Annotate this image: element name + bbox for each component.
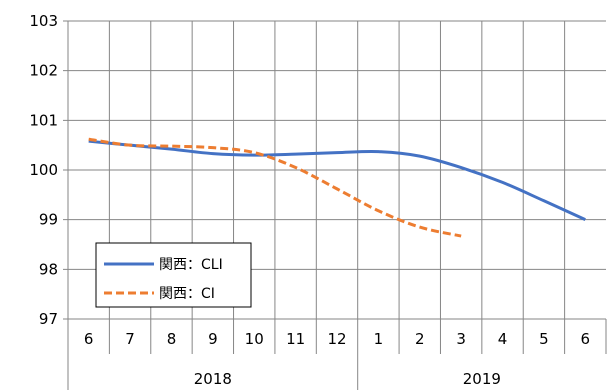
series-line-ci	[88, 137, 462, 238]
x-tick-label: 11	[286, 330, 305, 348]
y-tick-label: 102	[29, 62, 58, 80]
legend-label-cli: 関西：CLI	[159, 257, 223, 273]
series-line-cli	[88, 139, 586, 222]
grid	[63, 20, 606, 320]
x-tick-label: 1	[374, 330, 384, 348]
x-tick-label: 5	[539, 330, 549, 348]
legend-box	[95, 242, 252, 308]
year-label: 2019	[463, 370, 501, 388]
x-tick-label: 6	[581, 330, 591, 348]
x-tick-label: 4	[498, 330, 508, 348]
legend: 関西：CLI 関西：CI	[95, 242, 252, 308]
x-tick-label: 6	[84, 330, 94, 348]
y-tick-label: 97	[39, 310, 58, 328]
y-tick-label: 99	[39, 211, 58, 229]
x-tick-label: 2	[415, 330, 425, 348]
y-tick-label: 103	[29, 12, 58, 30]
legend-label-ci: 関西：CI	[159, 286, 215, 302]
y-tick-label: 98	[39, 260, 58, 278]
y-tick-label: 100	[29, 161, 58, 179]
y-tick-label: 101	[29, 111, 58, 129]
x-tick-label: 3	[456, 330, 466, 348]
axes	[67, 21, 607, 390]
year-label: 2018	[194, 370, 232, 388]
x-tick-label: 8	[167, 330, 177, 348]
x-tick-label: 7	[125, 330, 135, 348]
series	[88, 137, 586, 238]
x-tick-label: 9	[208, 330, 218, 348]
x-tick-label: 12	[327, 330, 346, 348]
x-tick-label: 10	[245, 330, 264, 348]
